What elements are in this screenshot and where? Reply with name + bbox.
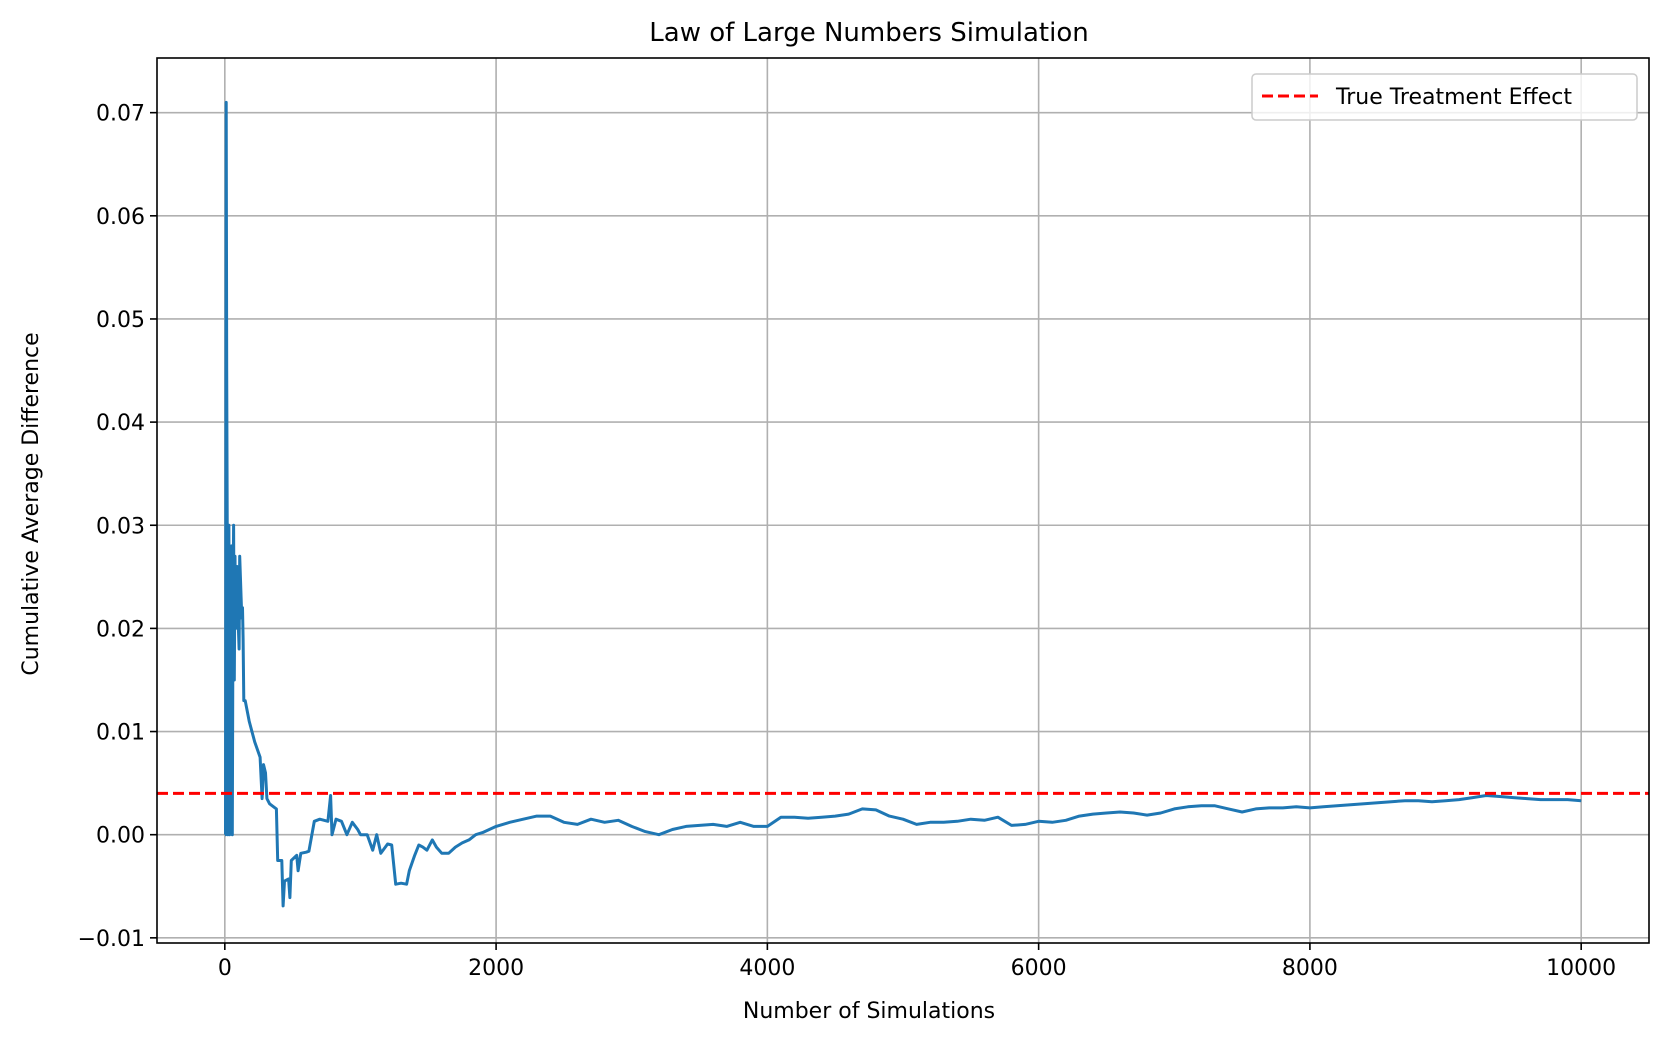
x-tick-label: 6000 xyxy=(1011,956,1067,981)
y-tick-label: 0.05 xyxy=(96,308,145,333)
x-tick-label: 10000 xyxy=(1546,956,1616,981)
y-tick-label: 0.01 xyxy=(96,721,145,746)
y-tick-label: 0.07 xyxy=(96,102,145,127)
legend-box xyxy=(1251,73,1638,121)
axes xyxy=(156,57,1650,944)
series-line-0 xyxy=(224,100,1582,908)
series-layer xyxy=(157,100,1649,908)
x-tick-label: 8000 xyxy=(1282,956,1338,981)
y-tick-label: 0.06 xyxy=(96,205,145,230)
x-tick-label: 2000 xyxy=(468,956,524,981)
grid xyxy=(157,58,1649,943)
y-tick-label: 0.02 xyxy=(96,617,145,642)
y-tick-label: 0.00 xyxy=(96,824,145,849)
x-tick-label: 0 xyxy=(218,956,232,981)
legend: True Treatment Effect xyxy=(1251,73,1638,121)
chart-title: Law of Large Numbers Simulation xyxy=(649,18,1088,48)
x-axis-label: Number of Simulations xyxy=(743,999,995,1024)
plot-frame xyxy=(156,57,1650,944)
y-tick-label: 0.03 xyxy=(96,514,145,539)
y-tick-label: 0.04 xyxy=(96,411,145,436)
legend-entry-true-treatment-effect: True Treatment Effect xyxy=(1335,85,1572,110)
x-tick-label: 4000 xyxy=(739,956,795,981)
y-tick-label: −0.01 xyxy=(78,927,145,952)
y-axis-label: Cumulative Average Difference xyxy=(19,332,44,675)
ticks: 0 2000 4000 6000 8000 10000 −0.01 0.00 0.01 0.02 0… xyxy=(78,102,1617,981)
